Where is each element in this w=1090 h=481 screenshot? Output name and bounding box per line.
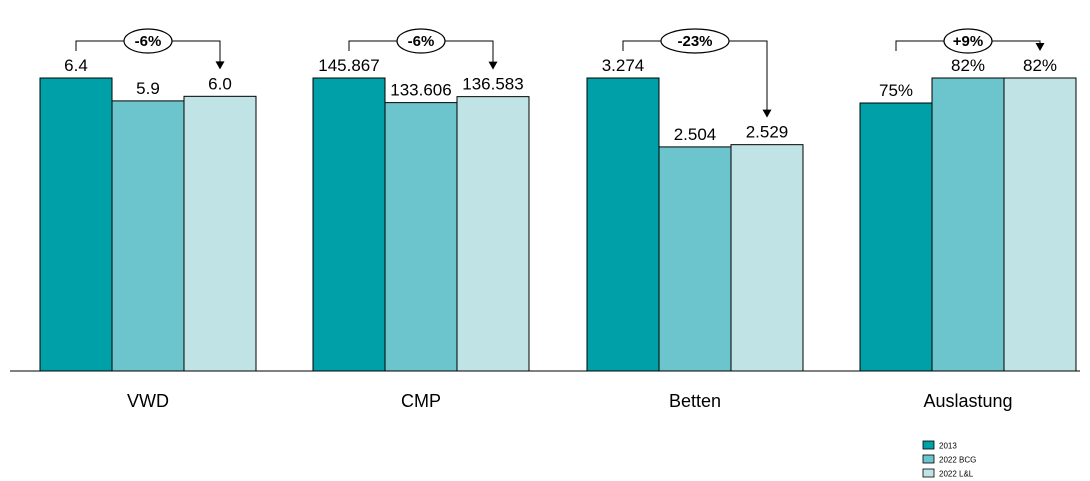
- arrow-down-icon: [1035, 43, 1045, 51]
- value-label-betten-2022-l-l: 2.529: [746, 123, 789, 142]
- legend-item-2013: 2013: [922, 440, 957, 451]
- bar-auslastung-2022-l-l: [1003, 77, 1077, 372]
- change-bracket-right: [992, 40, 1041, 44]
- change-oval: [943, 28, 993, 54]
- bar-auslastung-2022-bcg: [931, 77, 1005, 372]
- change-annotation-auslastung: +9%: [895, 28, 1045, 54]
- bar-vwd-2013: [39, 77, 113, 372]
- bar-vwd-2022-bcg: [111, 100, 185, 372]
- change-oval: [123, 28, 173, 54]
- change-oval: [396, 28, 446, 54]
- legend-swatch: [922, 454, 935, 464]
- value-label-cmp-2022-bcg: 133.606: [390, 81, 451, 100]
- value-label-auslastung-2013: 75%: [879, 81, 913, 100]
- change-value-betten: -23%: [677, 33, 712, 50]
- arrow-down-icon: [215, 61, 225, 70]
- category-label-auslastung: Auslastung: [923, 391, 1012, 411]
- change-bracket-right: [172, 40, 221, 63]
- legend-label: 2013: [939, 442, 957, 451]
- change-oval: [660, 28, 730, 54]
- legend-label: 2022 L&L: [939, 470, 974, 479]
- change-bracket-left: [895, 40, 944, 51]
- category-label-cmp: CMP: [401, 391, 441, 411]
- bar-cmp-2022-l-l: [456, 96, 530, 372]
- change-bracket-left: [348, 40, 397, 51]
- change-bracket-left: [75, 40, 124, 51]
- bar-auslastung-2013: [859, 102, 933, 372]
- bar-cmp-2013: [312, 77, 386, 372]
- value-label-betten-2013: 3.274: [602, 56, 645, 75]
- value-label-vwd-2022-l-l: 6.0: [208, 74, 232, 93]
- bar-vwd-2022-l-l: [183, 95, 257, 372]
- change-annotation-vwd: -6%: [75, 28, 225, 70]
- change-bracket-right: [729, 40, 768, 111]
- legend-item-2022-l-l: 2022 L&L: [922, 468, 974, 479]
- value-label-cmp-2022-l-l: 136.583: [462, 75, 523, 94]
- arrow-down-icon: [488, 61, 498, 70]
- change-annotation-cmp: -6%: [348, 28, 498, 70]
- value-label-cmp-2013: 145.867: [318, 56, 379, 75]
- category-label-betten: Betten: [669, 391, 721, 411]
- value-label-vwd-2022-bcg: 5.9: [136, 79, 160, 98]
- change-annotation-betten: -23%: [622, 28, 772, 118]
- value-label-betten-2022-bcg: 2.504: [674, 125, 717, 144]
- legend-swatch: [922, 468, 935, 478]
- arrow-down-icon: [762, 109, 772, 118]
- change-value-auslastung: +9%: [953, 33, 983, 50]
- bar-betten-2013: [586, 77, 660, 372]
- legend: 2013 2022 BCG 2022 L&L: [922, 440, 976, 479]
- change-value-cmp: -6%: [408, 33, 435, 50]
- legend-swatch: [922, 440, 935, 450]
- category-label-vwd: VWD: [127, 391, 169, 411]
- value-label-vwd-2013: 6.4: [64, 56, 88, 75]
- value-label-auslastung-2022-bcg: 82%: [951, 56, 985, 75]
- legend-label: 2022 BCG: [939, 456, 976, 465]
- bar-betten-2022-l-l: [730, 144, 804, 372]
- change-value-vwd: -6%: [135, 33, 162, 50]
- legend-item-2022-bcg: 2022 BCG: [922, 454, 976, 465]
- bar-betten-2022-bcg: [658, 146, 732, 372]
- change-bracket-right: [445, 40, 494, 63]
- change-bracket-left: [622, 40, 661, 51]
- bar-cmp-2022-bcg: [384, 102, 458, 372]
- value-label-auslastung-2022-l-l: 82%: [1023, 56, 1057, 75]
